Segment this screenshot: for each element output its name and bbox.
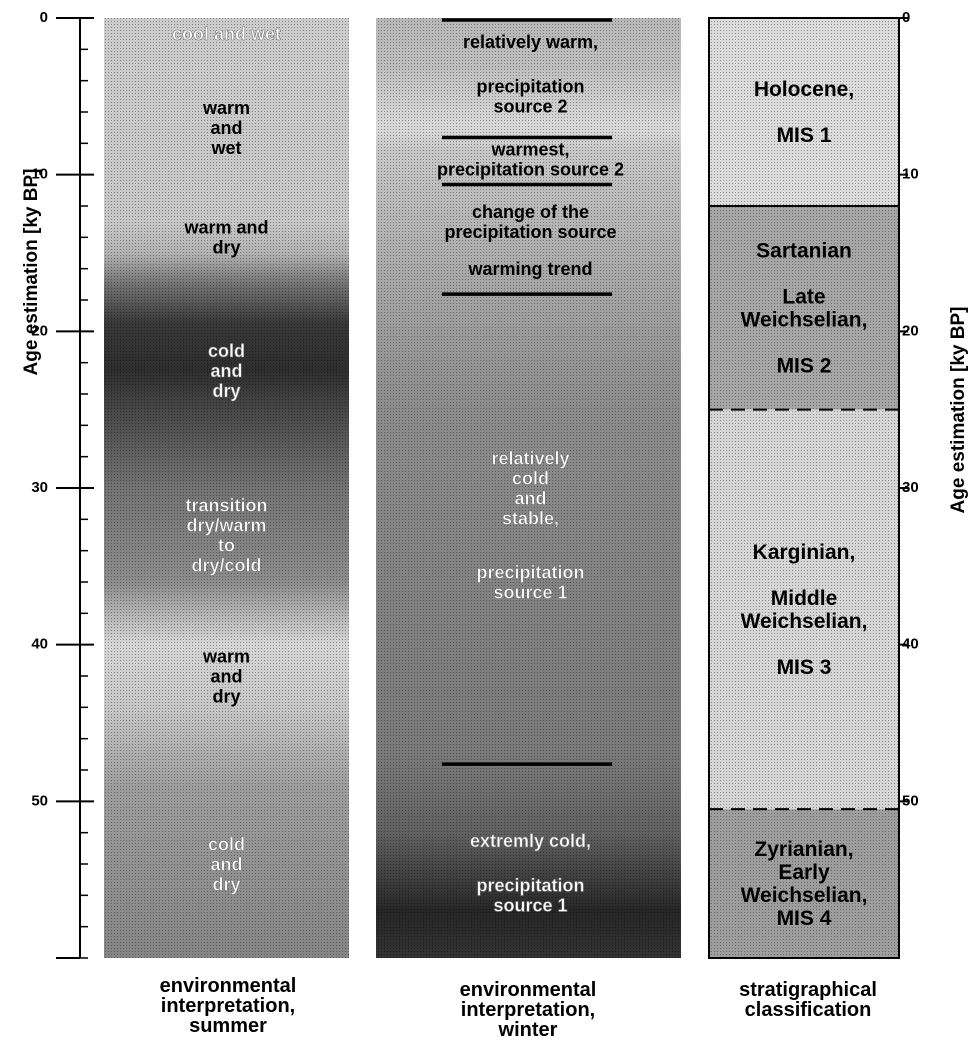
right-axis-tick-label: 0 [902,9,910,26]
strat-column-border [708,17,900,959]
right-axis-title: Age estimation [ky BP] [948,306,969,514]
strat-unit-label: Karginian, Middle Weichselian, MIS 3 [741,541,868,679]
strat-unit-label: Zyrianian, Early Weichselian, MIS 4 [741,838,868,930]
strat-unit-stipple [709,18,899,206]
left-axis-title: Age estimation [ky BP] [21,168,42,376]
strat-unit-label: Holocene, MIS 1 [754,78,854,147]
summer-interpretation-label: cold and dry [208,341,245,401]
right-axis-tick-label: 30 [902,479,919,496]
left-axis-tick-label: 50 [31,792,48,809]
right-axis-tick-label: 50 [902,792,919,809]
summer-column-stipple [104,18,349,958]
summer-interpretation-label: warm and wet [202,98,250,158]
strat-unit-stipple [709,409,899,810]
strat-unit-stipple [709,809,899,958]
right-axis-tick-label: 20 [902,322,919,339]
winter-interpretation-label: warming trend [467,259,592,279]
summer-interpretation-label: transition dry/warm to dry/cold [185,495,267,575]
strat-unit-label: Sartanian Late Weichselian, MIS 2 [741,239,868,377]
winter-interpretation-label: relatively cold and stable, [491,448,569,528]
summer-interpretation-label: warm and dry [202,646,250,706]
strat-column-caption: stratigraphical classification [739,979,877,1021]
winter-interpretation-label: extremly cold, [470,831,591,851]
winter-column-stipple [376,18,681,958]
left-axis-tick-label: 20 [31,322,48,339]
summer-column-caption: environmental interpretation, summer [159,975,297,1037]
left-axis-tick-label: 0 [40,9,48,26]
summer-interpretation-label: warm and dry [183,218,268,258]
right-axis-tick-label: 40 [902,636,919,653]
winter-interpretation-label: change of the precipitation source [444,202,616,242]
summer-interpretation-label: cool and wet [172,24,281,44]
winter-interpretation-label: precipitation source 1 [476,562,584,602]
left-axis-tick-label: 30 [31,479,48,496]
winter-interpretation-label: relatively warm, [463,32,598,52]
winter-interpretation-label: warmest, precipitation source 2 [437,139,624,179]
right-axis-tick-label: 10 [902,166,919,183]
left-axis-tick-label: 40 [31,636,48,653]
winter-interpretation-label: precipitation source 1 [476,876,584,916]
left-axis-tick-label: 10 [31,166,48,183]
winter-interpretation-label: precipitation source 2 [476,77,584,117]
summer-interpretation-label: cold and dry [208,834,245,894]
strat-unit-stipple [709,206,899,410]
winter-column-caption: environmental interpretation, winter [459,979,597,1041]
